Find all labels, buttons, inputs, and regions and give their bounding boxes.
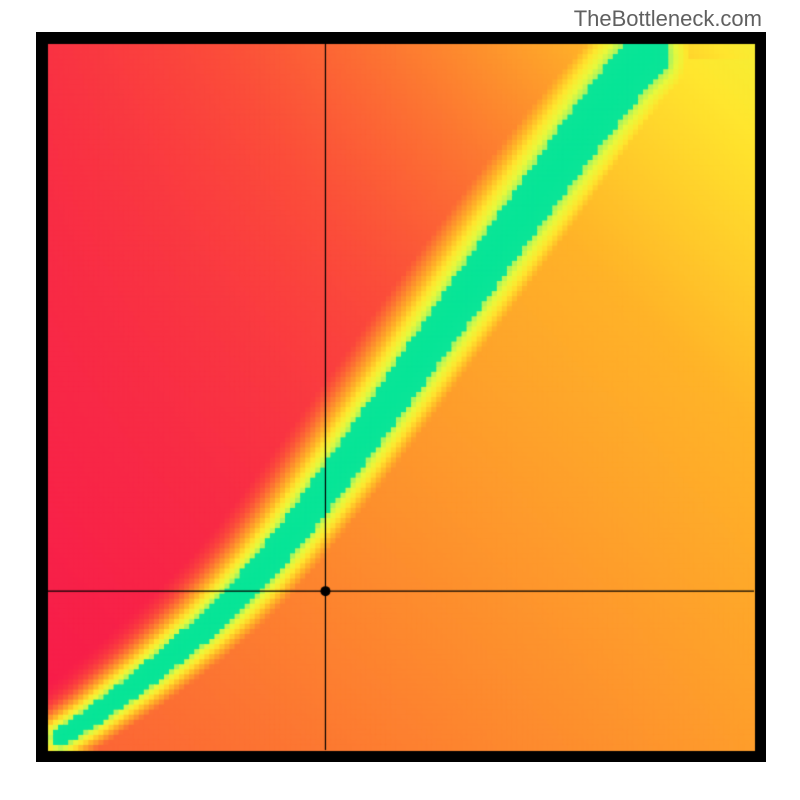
watermark-text: TheBottleneck.com: [574, 6, 762, 32]
chart-container: TheBottleneck.com: [0, 0, 800, 800]
bottleneck-heatmap: [36, 32, 766, 762]
